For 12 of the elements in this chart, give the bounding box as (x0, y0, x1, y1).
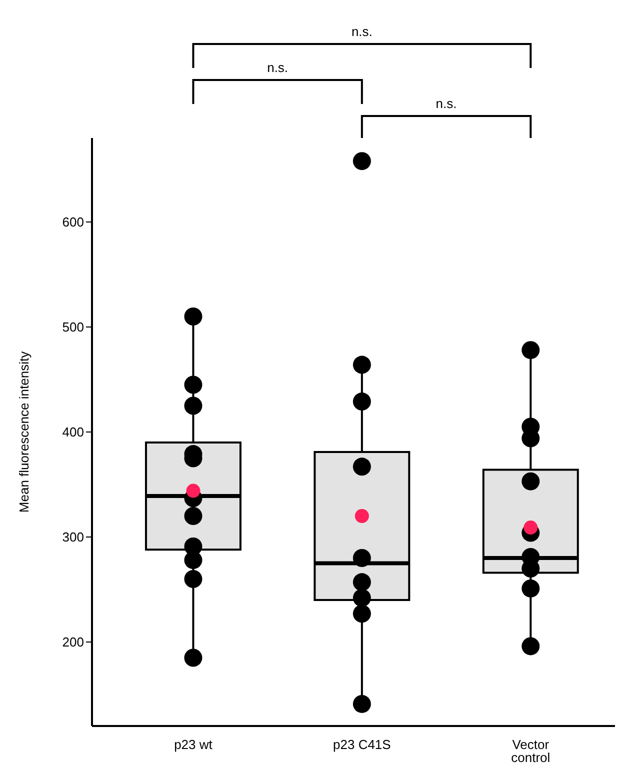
x-tick-label: p23 C41S (333, 737, 392, 752)
x-tick-label: p23 wt (174, 737, 213, 752)
text: n.s. (436, 96, 457, 111)
text: n.s. (267, 60, 288, 75)
y-tick-label: 300 (62, 530, 84, 545)
y-tick-label: 500 (62, 320, 84, 335)
text: n.s. (351, 24, 372, 39)
y-tick-label: 400 (62, 424, 84, 440)
y-axis-title: Mean fluorescence intensity (16, 350, 32, 513)
y-tick-label: 600 (62, 214, 84, 230)
x-tick-label: Vector control (511, 737, 550, 766)
y-tick-label: 200 (62, 634, 84, 650)
